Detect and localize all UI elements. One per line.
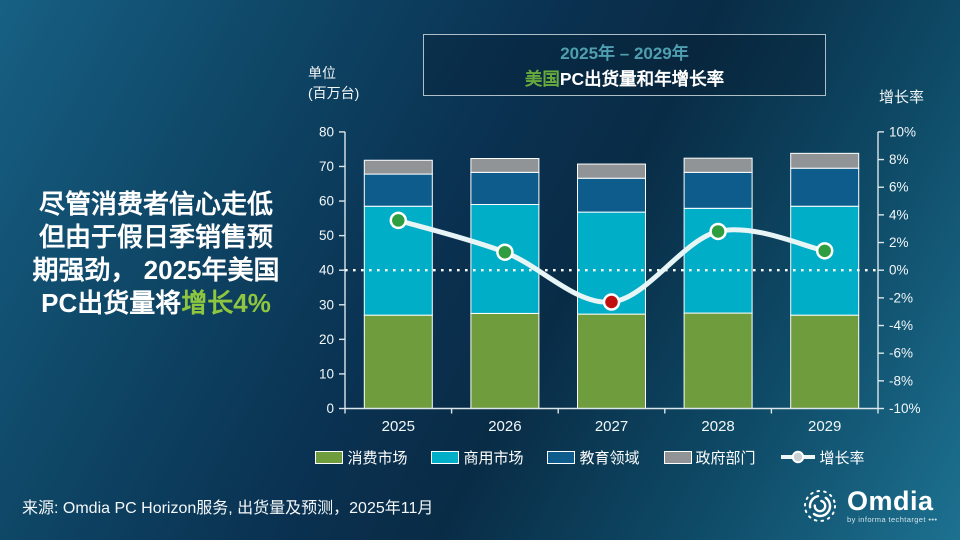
- right-axis-tick-label: 4%: [889, 207, 909, 222]
- bar-segment-2026-2: [470, 171, 540, 206]
- growth-marker-2025: [389, 211, 408, 230]
- right-axis-tick-label: -6%: [889, 346, 913, 361]
- legend-label: 商用市场: [463, 449, 524, 467]
- legend-swatch: [663, 450, 692, 464]
- bar-segment-2029-0: [790, 314, 860, 409]
- headline-line4-white: PC出货量将: [41, 288, 182, 318]
- legend-item-1: 商用市场: [431, 447, 523, 468]
- bar-segment-2027-0: [577, 313, 646, 410]
- growth-marker-2029: [815, 242, 834, 260]
- left-axis-tick-label: 20: [319, 332, 334, 347]
- legend-line-marker-icon: [780, 450, 815, 464]
- left-axis-tick-label: 60: [319, 194, 334, 209]
- bar-segment-2026-3: [470, 158, 540, 173]
- legend-item-growth-line: 增长率: [780, 447, 865, 468]
- headline-line: 尽管消费者信心走低: [38, 189, 273, 219]
- left-axis-tick-label: 10: [319, 366, 334, 381]
- right-axis-tick-label: 0%: [889, 263, 909, 278]
- left-axis-tick-label: 70: [319, 159, 334, 174]
- right-axis-tick-label: -10%: [889, 401, 921, 416]
- headline-line4-green: 增长4%: [181, 288, 271, 318]
- legend-item-3: 政府部门: [663, 447, 756, 468]
- chart-title-highlight: 美国: [524, 69, 560, 89]
- headline-line: 但由于假日季销售预: [38, 222, 273, 252]
- x-axis-category-label: 2025: [382, 418, 415, 435]
- legend-swatch: [431, 450, 460, 464]
- source-text: 来源: Omdia PC Horizon服务, 出货量及预测，2025年11月: [22, 500, 434, 517]
- omdia-logo-text-block: Omdia by informa techtarget •••: [847, 486, 938, 525]
- x-axis-category-label: 2029: [808, 418, 841, 435]
- growth-marker-2027: [602, 293, 621, 311]
- bar-segment-2027-2: [577, 177, 646, 213]
- right-axis-tick-label: 2%: [889, 235, 909, 250]
- left-axis-tick-label: 40: [319, 263, 334, 278]
- left-axis-tick-label: 80: [319, 124, 334, 139]
- right-axis-tick-label: -8%: [889, 373, 913, 388]
- left-axis-unit-label: 单位 (百万台): [308, 64, 359, 103]
- bar-segment-2028-2: [683, 171, 753, 209]
- left-axis-tick-label: 50: [319, 228, 334, 243]
- right-axis-tick-label: 10%: [889, 124, 916, 139]
- bar-segment-2025-2: [363, 173, 433, 207]
- omdia-logo-icon: [804, 490, 836, 522]
- omdia-logo-tagline: by informa techtarget •••: [847, 515, 938, 524]
- right-axis-tick-label: -2%: [889, 290, 913, 305]
- left-axis-tick-label: 0: [326, 401, 334, 416]
- x-axis-category-label: 2026: [488, 418, 521, 435]
- growth-marker-2026: [496, 243, 514, 261]
- x-axis-category-label: 2028: [701, 418, 734, 435]
- headline-line: 期强劲， 2025年美国: [32, 255, 280, 285]
- right-axis-label: 增长率: [879, 89, 925, 106]
- x-axis-category-label: 2027: [595, 418, 628, 435]
- legend-swatch: [547, 450, 576, 464]
- right-axis-tick-label: 6%: [889, 180, 909, 195]
- legend-item-0: 消费市场: [315, 447, 407, 468]
- chart-legend: 消费市场 商用市场 教育领域 政府部门 增长率: [300, 446, 880, 468]
- bar-segment-2025-0: [363, 314, 433, 409]
- left-axis-tick-label: 30: [319, 297, 334, 312]
- left-axis-unit-line1: 单位: [308, 65, 336, 81]
- omdia-logo: Omdia by informa techtarget •••: [800, 486, 937, 526]
- headline-line: PC出货量将增长4%: [20, 287, 292, 320]
- bar-segment-2029-2: [790, 167, 860, 207]
- bar-segment-2028-0: [683, 312, 753, 409]
- bar-segment-2029-3: [790, 152, 860, 169]
- chart-title-range: 2025年 – 2029年: [560, 44, 689, 63]
- right-axis-tick-label: -4%: [889, 318, 913, 333]
- left-axis-unit-line2: (百万台): [308, 84, 360, 101]
- bar-segment-2029-1: [790, 205, 860, 316]
- headline: 尽管消费者信心走低 但由于假日季销售预 期强劲， 2025年美国 PC出货量将增…: [20, 188, 292, 320]
- legend-label: 增长率: [819, 449, 865, 467]
- legend-label: 消费市场: [347, 449, 408, 467]
- bar-segment-2027-3: [577, 163, 646, 179]
- chart-title-rest: PC出货量和年增长率: [559, 69, 725, 89]
- legend-label: 政府部门: [695, 449, 756, 467]
- chart-title-main: 美国PC出货量和年增长率: [525, 66, 724, 91]
- bar-segment-2026-0: [470, 312, 540, 410]
- legend-label: 教育领域: [579, 449, 640, 467]
- bar-segment-2028-3: [683, 157, 753, 173]
- bar-segment-2025-3: [363, 159, 433, 175]
- chart-title-box: 2025年 – 2029年 美国PC出货量和年增长率: [423, 34, 826, 96]
- growth-marker-2028: [709, 222, 727, 241]
- omdia-logo-name: Omdia: [847, 486, 934, 516]
- right-axis-tick-label: 8%: [889, 152, 909, 167]
- legend-item-2: 教育领域: [547, 447, 640, 468]
- legend-swatch: [315, 450, 344, 464]
